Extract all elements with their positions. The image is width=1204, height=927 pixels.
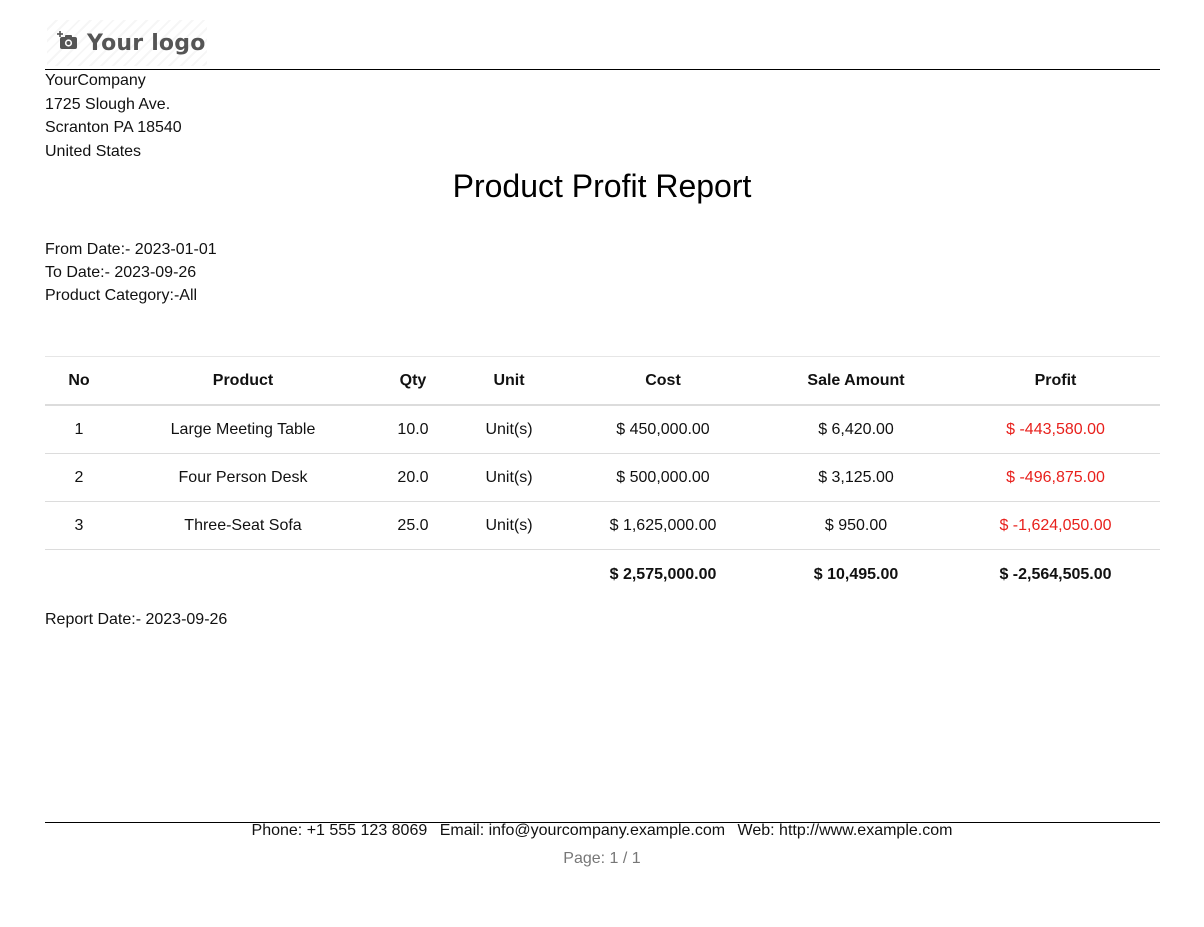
- footer-contact: Phone: +1 555 123 8069 Email: info@yourc…: [0, 821, 1204, 841]
- cell-unit: Unit(s): [453, 453, 565, 502]
- header-cost: Cost: [565, 356, 761, 406]
- header-no: No: [45, 356, 113, 406]
- header-profit: Profit: [951, 356, 1160, 406]
- company-city: Scranton PA 18540: [45, 119, 182, 136]
- cell-sale-amount: $ 6,420.00: [761, 405, 951, 454]
- cell-profit: $ -496,875.00: [951, 453, 1160, 502]
- company-address: YourCompany 1725 Slough Ave. Scranton PA…: [45, 69, 182, 163]
- report-filters: From Date:- 2023-01-01 To Date:- 2023-09…: [45, 238, 217, 307]
- report-date: Report Date:- 2023-09-26: [45, 611, 228, 628]
- header-unit: Unit: [453, 356, 565, 406]
- cell-unit: Unit(s): [453, 405, 565, 454]
- cell-qty: 20.0: [373, 453, 453, 502]
- table-row: 2 Four Person Desk 20.0 Unit(s) $ 500,00…: [45, 453, 1160, 502]
- totals-row: $ 2,575,000.00 $ 10,495.00 $ -2,564,505.…: [45, 550, 1160, 597]
- footer-web: Web: http://www.example.com: [737, 822, 953, 839]
- page-number: Page: 1 / 1: [563, 850, 641, 867]
- footer-phone: Phone: +1 555 123 8069: [251, 822, 428, 839]
- total-cost: $ 2,575,000.00: [609, 566, 717, 583]
- company-name: YourCompany: [45, 72, 146, 89]
- cell-qty: 25.0: [373, 501, 453, 550]
- cell-profit: $ -1,624,050.00: [951, 501, 1160, 550]
- company-street: 1725 Slough Ave.: [45, 95, 171, 113]
- cell-no: 3: [45, 501, 113, 550]
- footer-divider: [45, 822, 1160, 823]
- cell-qty: 10.0: [373, 405, 453, 454]
- header-sale-amount: Sale Amount: [761, 356, 951, 406]
- camera-plus-icon: [57, 30, 79, 56]
- cell-no: 2: [45, 453, 113, 502]
- header-product: Product: [113, 356, 373, 406]
- logo-text: Your logo: [87, 30, 206, 56]
- cell-product: Four Person Desk: [113, 453, 373, 502]
- cell-cost: $ 500,000.00: [565, 453, 761, 502]
- total-sale-amount: $ 10,495.00: [813, 566, 899, 583]
- table-header-row: No Product Qty Unit Cost Sale Amount Pro…: [45, 356, 1160, 406]
- cell-cost: $ 1,625,000.00: [565, 501, 761, 550]
- footer-email: Email: info@yourcompany.example.com: [439, 822, 726, 839]
- total-profit: $ -2,564,505.00: [999, 566, 1112, 583]
- cell-sale-amount: $ 950.00: [761, 501, 951, 550]
- table-row: 3 Three-Seat Sofa 25.0 Unit(s) $ 1,625,0…: [45, 501, 1160, 550]
- header-divider: [45, 69, 1160, 70]
- product-category: Product Category:-All: [45, 287, 198, 304]
- cell-sale-amount: $ 3,125.00: [761, 453, 951, 502]
- header-qty: Qty: [373, 356, 453, 406]
- cell-unit: Unit(s): [453, 501, 565, 550]
- company-logo: Your logo: [47, 20, 207, 66]
- cell-profit: $ -443,580.00: [951, 405, 1160, 454]
- cell-cost: $ 450,000.00: [565, 405, 761, 454]
- cell-no: 1: [45, 405, 113, 454]
- report-title: Product Profit Report: [452, 168, 752, 204]
- profit-table: No Product Qty Unit Cost Sale Amount Pro…: [45, 356, 1160, 596]
- cell-product: Large Meeting Table: [113, 405, 373, 454]
- cell-product: Three-Seat Sofa: [113, 501, 373, 550]
- from-date: From Date:- 2023-01-01: [45, 241, 217, 258]
- company-country: United States: [45, 142, 142, 160]
- to-date: To Date:- 2023-09-26: [45, 264, 197, 281]
- table-row: 1 Large Meeting Table 10.0 Unit(s) $ 450…: [45, 405, 1160, 454]
